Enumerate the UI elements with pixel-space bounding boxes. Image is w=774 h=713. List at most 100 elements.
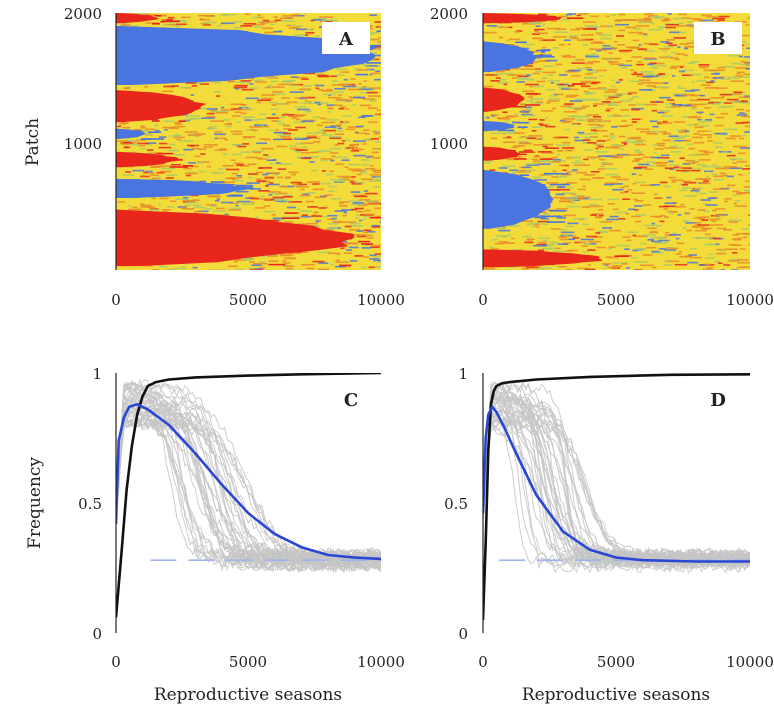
heatmap-cell xyxy=(677,46,681,49)
heatmap-cell xyxy=(720,112,729,115)
heatmap-cell xyxy=(614,147,618,149)
heatmap-cell xyxy=(628,91,637,94)
x-tick-label-b-2: 10000 xyxy=(726,291,774,309)
heatmap-cell xyxy=(690,73,702,76)
heatmap-cell xyxy=(586,235,598,238)
heatmap-cell xyxy=(736,232,749,235)
heatmap-cell xyxy=(288,171,299,174)
heatmap-cell xyxy=(217,24,222,27)
heatmap-cell xyxy=(331,198,342,200)
heatmap-cell xyxy=(490,114,499,116)
heatmap-cell xyxy=(159,197,169,200)
heatmap-cell xyxy=(275,162,281,164)
heatmap-cell xyxy=(533,244,547,247)
heatmap-cell xyxy=(342,140,346,142)
panel-label-box-b xyxy=(694,22,742,54)
heatmap-cell xyxy=(631,192,645,194)
panel-label-box-a xyxy=(322,22,370,54)
domain-streak xyxy=(382,43,401,45)
heatmap-cell xyxy=(674,263,688,266)
heatmap-cell xyxy=(537,160,551,162)
heatmap-cell xyxy=(675,237,680,240)
heatmap-cell xyxy=(345,108,350,110)
y-tick-label-a-0: 2000 xyxy=(64,5,102,23)
heatmap-cell xyxy=(315,73,327,76)
heatmap-cell xyxy=(626,239,632,242)
series-line-black xyxy=(483,373,750,621)
heatmap-cell xyxy=(727,54,740,57)
heatmap-cell xyxy=(559,83,565,86)
heatmap-cell xyxy=(615,211,628,214)
heatmap-cell xyxy=(590,129,597,132)
heatmap-cell xyxy=(380,65,381,68)
heatmap-cell xyxy=(310,19,314,22)
heatmap-cell xyxy=(663,185,671,188)
heatmap-cell xyxy=(354,181,366,184)
heatmap-cell xyxy=(667,13,672,15)
heatmap-cell xyxy=(605,98,614,100)
heatmap-cell xyxy=(302,137,311,140)
heatmap-cell xyxy=(542,23,546,26)
heatmap-cell xyxy=(173,136,185,139)
heatmap-cell xyxy=(312,188,325,191)
heatmap-cell xyxy=(336,253,341,255)
heatmap-cell xyxy=(605,173,619,176)
heatmap-cell xyxy=(200,23,209,25)
y-tick-label-c-0: 1 xyxy=(92,365,102,383)
heatmap-cell xyxy=(589,48,598,50)
domain-streak xyxy=(545,254,557,257)
heatmap-cell xyxy=(636,139,643,142)
heatmap-cell xyxy=(230,159,236,161)
heatmap-cell xyxy=(714,166,721,168)
heatmap-cell xyxy=(665,106,676,108)
heatmap-cell xyxy=(260,125,264,127)
heatmap-cell xyxy=(140,125,145,128)
heatmap-cell xyxy=(485,116,490,119)
heatmap-cell xyxy=(165,23,178,26)
heatmap-cell xyxy=(639,71,653,73)
heatmap-cell xyxy=(605,168,617,170)
heatmap-cell xyxy=(569,36,577,38)
heatmap-cell xyxy=(327,218,333,221)
heatmap-cell xyxy=(533,223,540,226)
heatmap-cell xyxy=(210,109,217,112)
heatmap-cell xyxy=(583,90,589,93)
heatmap-cell xyxy=(538,249,545,252)
heatmap-cell xyxy=(245,97,259,100)
heatmap-cell xyxy=(729,135,741,137)
heatmap-cell xyxy=(121,24,131,26)
heatmap-cell xyxy=(649,231,658,234)
heatmap-cell xyxy=(203,24,211,26)
heatmap-cell xyxy=(692,237,707,239)
heatmap-cell xyxy=(732,194,737,197)
heatmap-cell xyxy=(371,151,380,154)
domain-streak xyxy=(210,181,225,183)
heatmap-cell xyxy=(545,147,559,149)
heatmap-cell xyxy=(352,104,357,106)
heatmap-cell xyxy=(604,264,609,266)
heatmap-cell xyxy=(215,112,229,114)
heatmap-cell xyxy=(206,115,216,118)
heatmap-cell xyxy=(506,40,510,42)
heatmap-cell xyxy=(283,128,292,130)
heatmap-cell xyxy=(318,207,326,209)
heatmap-cell xyxy=(729,167,742,169)
heatmap-cell xyxy=(154,129,160,132)
heatmap-cell xyxy=(176,138,181,141)
heatmap-cell xyxy=(339,202,344,205)
heatmap-cell xyxy=(679,189,687,192)
heatmap-cell xyxy=(264,176,275,179)
heatmap-cell xyxy=(370,32,380,34)
heatmap-cell xyxy=(661,115,673,117)
heatmap-cell xyxy=(650,184,661,186)
heatmap-cell xyxy=(351,203,363,206)
heatmap-cell xyxy=(663,55,673,58)
domain-streak xyxy=(355,73,368,76)
x-tick-label-b-1: 5000 xyxy=(597,291,635,309)
heatmap-cell xyxy=(538,237,551,239)
heatmap-cell xyxy=(665,232,670,234)
heatmap-cell xyxy=(715,132,728,135)
heatmap-cell xyxy=(578,196,591,199)
heatmap-cell xyxy=(529,21,542,23)
heatmap-cell xyxy=(330,147,342,150)
